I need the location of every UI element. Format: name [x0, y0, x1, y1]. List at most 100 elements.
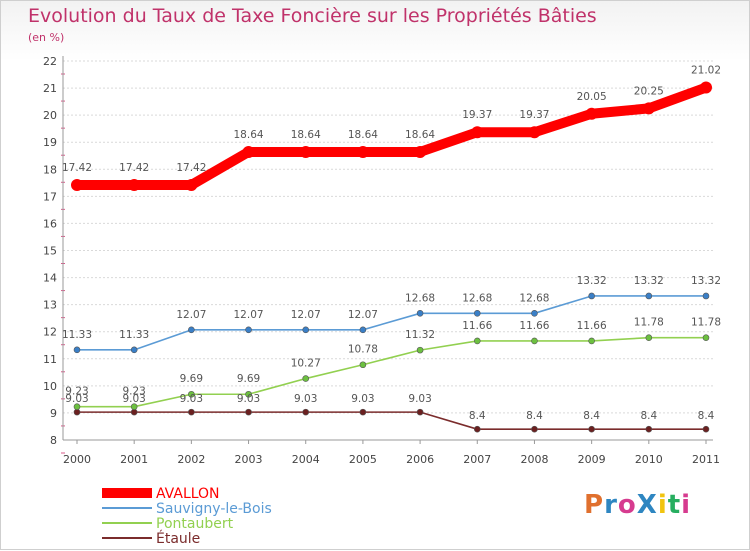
y-tick-label: 9: [50, 407, 57, 420]
logo-letter: P: [584, 490, 605, 520]
series-line: [76, 295, 707, 351]
x-tick-label: 2004: [292, 453, 320, 466]
data-label: 12.68: [405, 292, 435, 304]
data-label: 12.07: [291, 309, 321, 321]
data-point: [416, 346, 424, 354]
data-point: [130, 408, 138, 416]
data-label: 12.07: [234, 309, 264, 321]
data-point: [702, 292, 710, 300]
data-label: 9.03: [65, 393, 88, 405]
y-tick-label: 22: [43, 55, 57, 68]
data-label: 8.4: [469, 410, 486, 422]
data-label: 9.23: [122, 386, 145, 398]
series-1: [71, 81, 712, 191]
data-label: 11.78: [691, 317, 721, 329]
data-label: 17.42: [62, 162, 92, 174]
x-tick-label: 2009: [578, 453, 606, 466]
series-3: [73, 334, 710, 411]
data-label: 11.78: [634, 317, 664, 329]
data-point: [700, 81, 712, 94]
logo-letter: i: [681, 490, 692, 520]
legend-item-3: Pontaubert: [102, 516, 234, 532]
data-point: [242, 145, 255, 158]
data-label: 9.03: [180, 393, 203, 405]
data-point: [585, 107, 598, 120]
data-label: 11.66: [519, 320, 549, 332]
data-point: [473, 310, 481, 317]
data-point: [188, 326, 195, 334]
data-point: [642, 102, 655, 115]
data-label: 18.64: [348, 129, 378, 141]
data-label: 18.64: [291, 129, 321, 141]
data-label: 9.69: [180, 373, 203, 385]
data-label: 9.03: [237, 393, 260, 405]
data-label: 17.42: [176, 162, 206, 174]
data-point: [531, 425, 538, 433]
logo-letter: r: [604, 490, 618, 520]
data-label: 13.32: [691, 275, 721, 287]
logo-letter: o: [617, 490, 637, 520]
legend-label: Pontaubert: [156, 516, 234, 532]
data-label: 9.03: [122, 393, 145, 405]
data-label: 9.03: [351, 393, 374, 405]
data-label: 9.23: [65, 386, 88, 398]
data-point: [702, 425, 710, 433]
data-label: 17.42: [119, 162, 149, 174]
x-tick-label: 2007: [463, 453, 491, 466]
y-tick-label: 11: [43, 353, 57, 366]
y-tick-label: 21: [43, 82, 57, 95]
y-tick-label: 12: [43, 326, 57, 339]
chart-title: Evolution du Taux de Taxe Foncière sur l…: [28, 5, 597, 27]
data-label: 10.78: [348, 344, 378, 356]
y-tick-label: 8: [50, 434, 57, 447]
logo-letter: t: [667, 490, 682, 520]
data-label: 18.64: [405, 129, 435, 141]
data-label: 8.4: [698, 410, 715, 422]
data-point: [531, 310, 538, 317]
data-point: [702, 334, 710, 341]
x-tick-label: 2008: [520, 453, 548, 466]
legend-label: Sauvigny-le-Bois: [156, 501, 272, 517]
data-point: [71, 178, 83, 191]
data-point: [528, 126, 541, 139]
proxiti-logo: ProXiti: [584, 490, 691, 520]
data-point: [245, 326, 252, 334]
x-tick-label: 2011: [692, 453, 720, 466]
data-point: [185, 178, 198, 191]
series-line: [76, 336, 707, 408]
data-label: 9.03: [294, 393, 317, 405]
data-label: 12.07: [348, 309, 378, 321]
series-4: [73, 408, 710, 433]
data-point: [414, 145, 427, 158]
legend-label: AVALLON: [156, 486, 220, 502]
data-point: [359, 326, 367, 334]
data-point: [73, 403, 81, 411]
data-point: [245, 390, 252, 398]
data-label: 8.4: [583, 410, 600, 422]
data-point: [302, 408, 310, 416]
data-point: [473, 337, 481, 345]
series-2: [73, 292, 710, 354]
x-tick-label: 2001: [120, 453, 148, 466]
logo-letter: i: [657, 490, 668, 520]
y-tick-label: 14: [43, 272, 57, 285]
data-label: 19.37: [462, 109, 492, 121]
data-point: [471, 126, 484, 139]
y-tick-label: 13: [43, 299, 57, 312]
data-point: [531, 337, 538, 345]
data-label: 9.03: [408, 393, 431, 405]
data-label: 13.32: [577, 275, 607, 287]
x-tick-label: 2002: [177, 453, 205, 466]
x-tick-label: 2003: [235, 453, 263, 466]
data-label: 13.32: [634, 275, 664, 287]
y-tick-label: 17: [43, 190, 57, 203]
x-tick-label: 2000: [63, 453, 91, 466]
legend-item-1: AVALLON: [102, 486, 220, 502]
data-point: [645, 292, 653, 300]
data-point: [359, 361, 367, 369]
data-label: 20.25: [634, 85, 664, 97]
data-point: [188, 408, 195, 416]
data-label: 19.37: [519, 109, 549, 121]
data-point: [645, 425, 653, 433]
